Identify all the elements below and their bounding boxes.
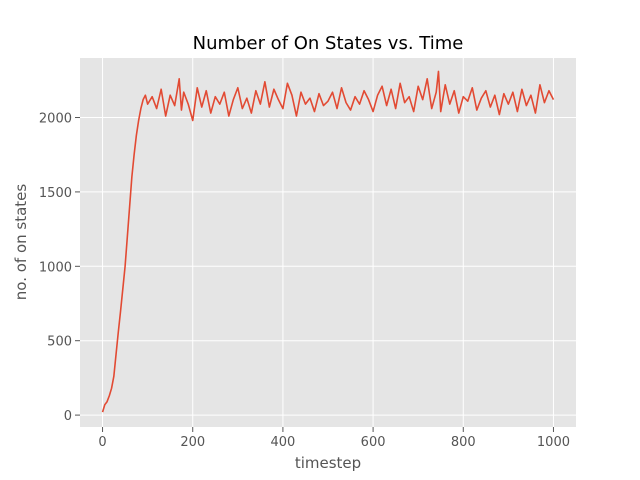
y-axis-label: no. of on states <box>12 184 30 301</box>
series-layer <box>101 70 555 413</box>
y-tick-label: 500 <box>47 335 72 350</box>
x-axis-label: timestep <box>295 454 361 472</box>
x-tick-label: 600 <box>361 435 386 450</box>
y-axis-ticks: 0 500 1000 1500 2000 <box>39 112 80 424</box>
x-axis-ticks: 0 200 400 600 800 1000 <box>98 427 570 450</box>
x-tick-label: 800 <box>451 435 476 450</box>
y-tick-label: 0 <box>64 409 72 424</box>
x-tick-label: 0 <box>98 435 106 450</box>
chart-title: Number of On States vs. Time <box>193 33 464 54</box>
y-tick-label: 1000 <box>39 260 72 275</box>
y-tick-label: 1500 <box>39 186 72 201</box>
series-line <box>101 70 555 413</box>
x-tick-label: 200 <box>180 435 205 450</box>
plot-area <box>80 58 576 427</box>
x-tick-label: 1000 <box>537 435 570 450</box>
y-tick-label: 2000 <box>39 112 72 127</box>
x-tick-label: 400 <box>270 435 295 450</box>
